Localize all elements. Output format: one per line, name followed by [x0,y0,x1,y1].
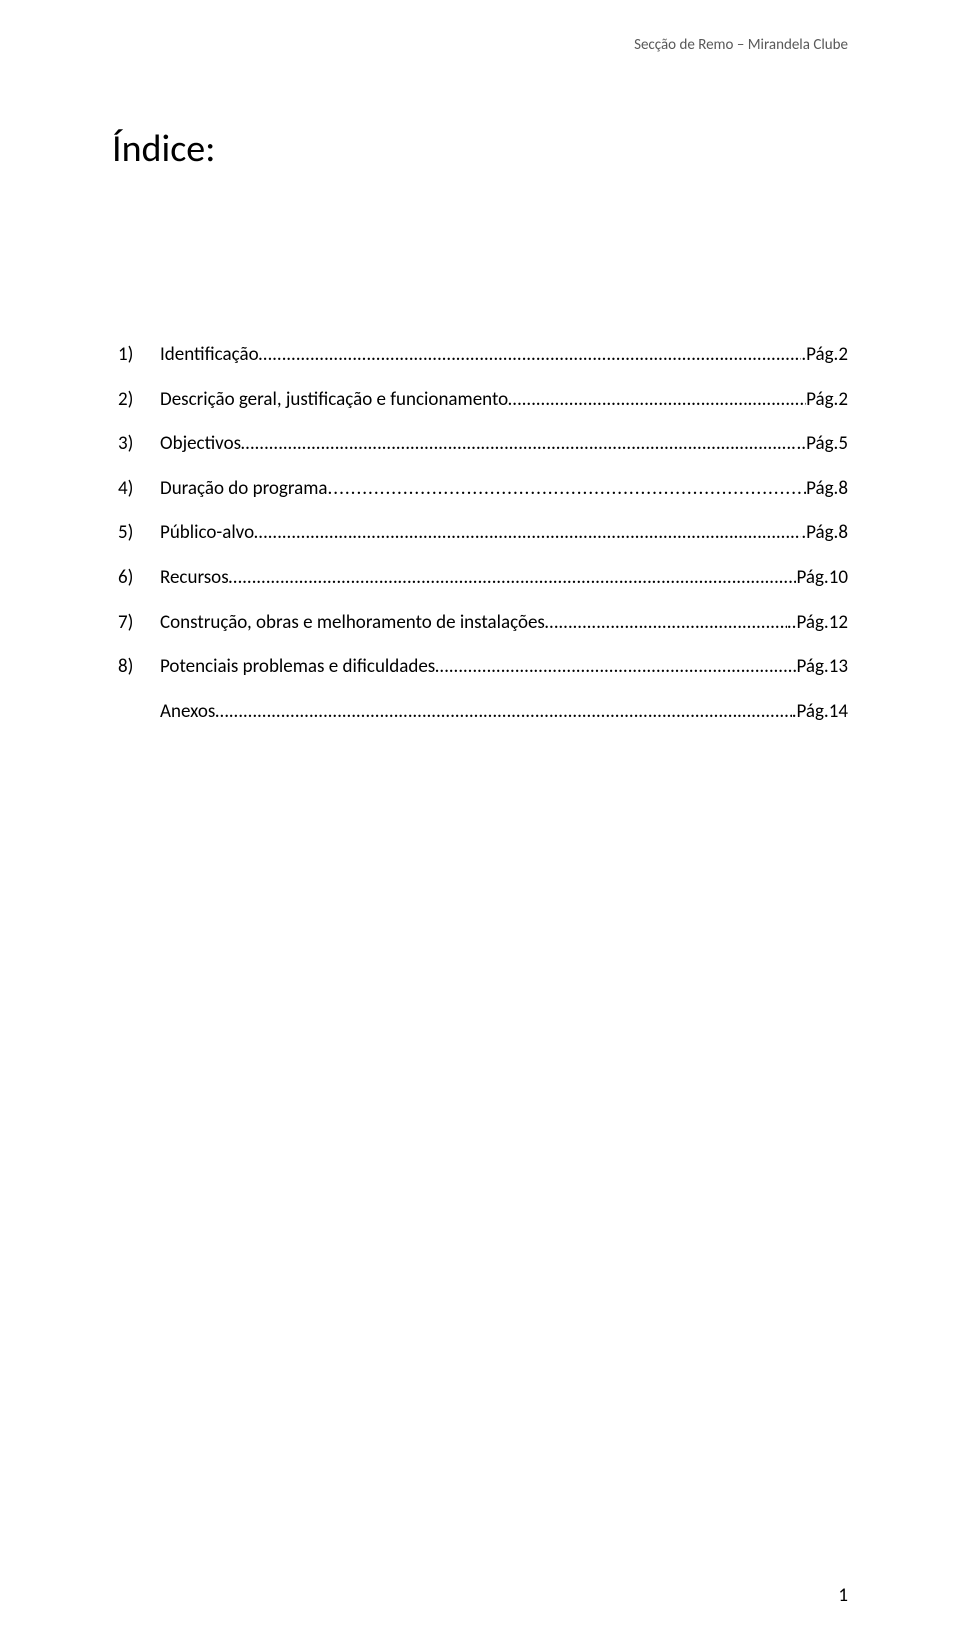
table-of-contents: 1) Identificação ……………………………………………………………… [112,342,848,725]
toc-page: Pág.10 [796,565,848,592]
toc-label: Objectivos [160,431,241,458]
toc-label: Construção, obras e melhoramento de inst… [160,610,545,637]
toc-num: 2) [112,387,160,414]
toc-row: 8) Potenciais problemas e dificuldades …… [112,654,848,681]
toc-leader: …………………………………………………………………………………………………………… [254,520,801,547]
toc-row: 3) Objectivos ……………………………………………………………………… [112,431,848,458]
toc-num: 1) [112,342,160,369]
toc-leader: …………………………………………………………………………………………………………… [508,387,806,414]
toc-num: 4) [112,476,160,503]
toc-leader: …………………………………………………………………………………………………………… [215,699,791,726]
toc-leader: …………………………………………………………………………………………………………… [545,610,787,637]
toc-row: 4) Duração do programa .................… [112,476,848,503]
toc-leader: ........................................… [327,476,806,503]
footer-page-number: 1 [838,1584,848,1607]
toc-num: 6) [112,565,160,592]
toc-row: 6) Recursos …………………………………………………………………………… [112,565,848,592]
header-text: Secção de Remo – Mirandela Clube [634,36,848,54]
page-header: Secção de Remo – Mirandela Clube [634,36,848,54]
toc-num: 8) [112,654,160,681]
page-title: Índice: [112,126,848,172]
toc-leader: …………………………………………………………………………………………………………… [435,654,796,681]
toc-row: 2) Descrição geral, justificação e funci… [112,387,848,414]
toc-annex-row: Anexos ………………………………………………………………………………………… [112,699,848,726]
toc-leader: …………………………………………………………………………………………………………… [229,565,797,592]
toc-label: Público-alvo [160,520,254,547]
toc-label: Recursos [160,565,229,592]
toc-num: 5) [112,520,160,547]
toc-label: Duração do programa [160,476,327,503]
toc-label: Potenciais problemas e dificuldades [160,654,435,681]
toc-num: 3) [112,431,160,458]
toc-leader: …………………………………………………………………………………………………………… [241,431,796,458]
document-page: Secção de Remo – Mirandela Clube Índice:… [0,0,960,1643]
toc-label: Descrição geral, justificação e funciona… [160,387,508,414]
toc-page: .Pág.8 [801,520,848,547]
toc-page: Pág.8 [806,476,848,503]
toc-num: 7) [112,610,160,637]
toc-page: Pág.13 [796,654,848,681]
toc-row: 1) Identificação ……………………………………………………………… [112,342,848,369]
toc-page: Pág.2 [806,387,848,414]
toc-annex-page: .Pág.14 [792,699,848,726]
toc-page: .Pág.2 [801,342,848,369]
toc-row: 7) Construção, obras e melhoramento de i… [112,610,848,637]
toc-page: ..Pág.12 [787,610,848,637]
toc-page: ..Pág.5 [797,431,848,458]
toc-row: 5) Público-alvo ………………………………………………………………… [112,520,848,547]
toc-annex-label: Anexos [160,699,215,726]
toc-leader: …………………………………………………………………………………………………………… [259,342,802,369]
toc-label: Identificação [160,342,259,369]
